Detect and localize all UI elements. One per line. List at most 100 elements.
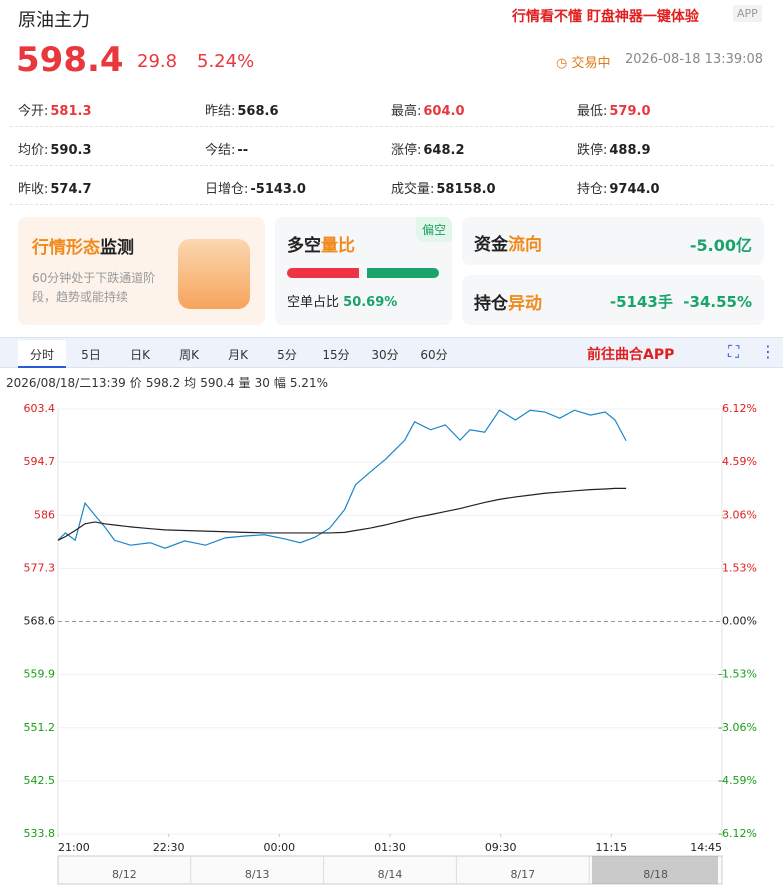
stat-label: 今开: — [18, 104, 49, 119]
active-tab-bg — [18, 340, 66, 368]
tab[interactable]: 分时 — [29, 348, 55, 362]
stat-label: 昨收: — [18, 182, 49, 197]
promo-link[interactable]: 行情看不懂 盯盘神器一键体验 — [512, 9, 699, 25]
y-tick-label: 603.4 — [24, 402, 56, 415]
y2-tick-label: 3.06% — [722, 508, 757, 521]
stat-label: 日增仓: — [205, 182, 249, 197]
x-tick-label: 09:30 — [485, 841, 517, 854]
price: 598.4 — [16, 40, 124, 80]
stat-value: 581.3 — [50, 104, 92, 119]
stat: 涨停: 648.2 — [391, 139, 465, 158]
card-title: 持仓 — [474, 294, 508, 314]
value: 50.69% — [343, 295, 398, 310]
tab[interactable]: 5分 — [277, 348, 297, 362]
tab[interactable]: 月K — [228, 348, 248, 362]
chart: 603.4 594.7 586 577.3 568.6 559.9 551.2 542.5 53… — [24, 402, 757, 885]
card-ratio[interactable]: 多空量比 偏空 空单占比 50.69% — [275, 217, 452, 325]
stat-value: -5143.0 — [250, 182, 306, 197]
change-pct: 5.24% — [197, 51, 255, 72]
card-title: 监测 — [100, 238, 134, 258]
navigator-window — [592, 856, 718, 884]
label: 均 — [184, 376, 197, 390]
card-position[interactable]: 持仓异动 -5143手 -34.55% — [462, 275, 764, 325]
navigator-date: 8/13 — [245, 868, 270, 881]
y-tick-label: 577.3 — [24, 561, 56, 574]
app-badge: APP — [733, 5, 762, 22]
change: 29.8 — [137, 51, 178, 72]
card-title: 行情形态 — [32, 238, 100, 258]
stat-value: -- — [237, 143, 249, 158]
stat-label: 跌停: — [577, 143, 608, 158]
value: 598.2 — [145, 376, 181, 390]
stat-value: 604.0 — [423, 104, 465, 119]
y-tick-label: 586 — [34, 508, 55, 521]
stat-label: 涨停: — [391, 143, 422, 158]
card-title: 量比 — [321, 236, 355, 256]
y-tick-label: 594.7 — [24, 455, 56, 468]
tab[interactable]: 5日 — [81, 348, 101, 362]
label: 价 — [129, 376, 142, 390]
stat-label: 昨结: — [205, 104, 236, 119]
y2-tick-label: -4.59% — [718, 774, 757, 787]
time: 2026-08-18 13:39:08 — [625, 52, 764, 67]
stat-label: 今结: — [205, 143, 236, 158]
x-tick-label: 14:45 — [690, 841, 722, 854]
tab[interactable]: 日K — [130, 348, 150, 362]
value: 5.21% — [289, 376, 328, 390]
status: ◷ 交易中 — [556, 56, 611, 71]
stat: 今结: -- — [205, 139, 248, 158]
navigator-date: 8/14 — [378, 868, 403, 881]
row-sep — [10, 166, 773, 205]
stat-label: 均价: — [18, 143, 49, 158]
stat-value: 488.9 — [609, 143, 651, 158]
tab[interactable]: 15分 — [322, 348, 350, 362]
tab[interactable]: 60分 — [420, 348, 448, 362]
stat: 成交量: 58158.0 — [391, 178, 496, 197]
label: 空单占比 — [287, 295, 340, 310]
value: 30 — [254, 376, 270, 390]
info-line: 2026/08/18/二13:39 价 598.2 均 590.4 量 30 幅 5.21% — [6, 374, 332, 391]
long-bar — [367, 268, 439, 278]
y-tick-label: 551.2 — [24, 721, 56, 734]
card-pattern[interactable]: 行情形态监测 60分钟处于下跌通道阶段，趋势或能持续 — [18, 217, 265, 325]
tab[interactable]: 30分 — [371, 348, 399, 362]
value: -5143手 — [609, 293, 673, 311]
tab[interactable]: 周K — [179, 348, 199, 362]
y2-tick-label: 4.59% — [722, 455, 757, 468]
fullscreen[interactable]: ⛶ — [728, 342, 740, 361]
label: 量 — [238, 376, 251, 390]
date: 2026/08/18/二13:39 — [6, 376, 126, 390]
card-title: 多空 — [287, 236, 321, 256]
card-title: 资金 — [474, 235, 508, 255]
series-line — [57, 487, 627, 541]
y-tick-label: 533.8 — [24, 827, 56, 840]
stat-label: 最高: — [391, 104, 422, 119]
icon — [178, 239, 250, 309]
value: -5.00亿 — [689, 236, 752, 255]
stat: 昨收: 574.7 — [18, 178, 92, 197]
card-desc: 60分钟处于下跌通道阶段，趋势或能持续 — [32, 271, 156, 304]
tab-bar: 前往曲合APP ⛶ ⋮ 分时 5日 日K 周K 月K 5分 15分 30分 60分 — [0, 337, 783, 368]
stat: 持仓: 9744.0 — [577, 178, 660, 197]
status-text: 交易中 — [571, 56, 611, 71]
y2-tick-label: -1.53% — [718, 668, 757, 681]
x-tick-label: 00:00 — [263, 841, 295, 854]
y-tick-label: 559.9 — [24, 668, 56, 681]
card-title: 流向 — [508, 235, 542, 255]
label: 幅 — [273, 376, 286, 390]
card-flow[interactable]: 资金流向 -5.00亿 — [462, 217, 764, 265]
app-link[interactable]: 前往曲合APP — [587, 347, 675, 363]
more[interactable]: ⋮ — [760, 342, 776, 361]
short-bar — [287, 268, 359, 278]
stat-value: 9744.0 — [609, 182, 660, 197]
stat: 最高: 604.0 — [391, 100, 465, 119]
y2-tick-label: -3.06% — [718, 721, 757, 734]
stat-label: 持仓: — [577, 182, 608, 197]
y2-tick-label: 1.53% — [722, 561, 757, 574]
x-tick-label: 01:30 — [374, 841, 406, 854]
navigator-date: 8/12 — [112, 868, 137, 881]
y2-tick-label: 0.00% — [722, 615, 757, 628]
pct: -34.55% — [683, 293, 752, 311]
stat: 最低: 579.0 — [577, 100, 651, 119]
